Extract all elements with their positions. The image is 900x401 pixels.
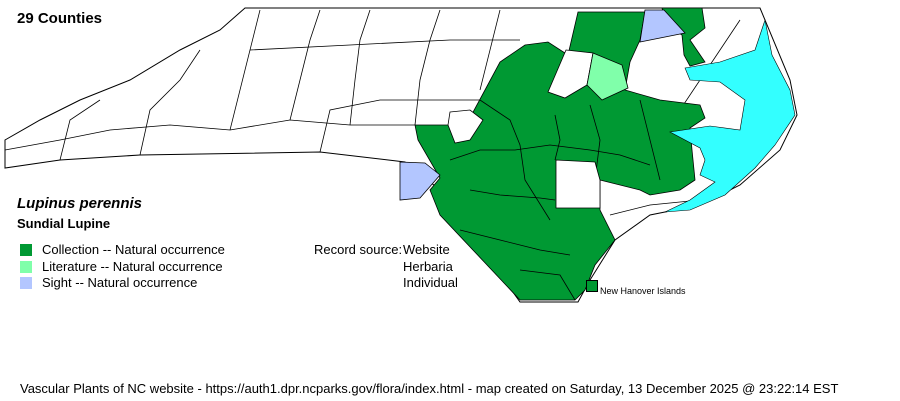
collection-swatch [20,243,32,256]
literature-swatch [20,260,32,273]
sight-county-ne [639,9,686,43]
legend-item-literature: Literature -- Natural occurrence [20,259,223,274]
white-county [547,49,594,99]
sight-county-sw [399,161,441,201]
record-source-label: Record source: [314,242,403,257]
island-label: New Hanover Islands [600,286,686,296]
collection-county-lines [449,99,661,301]
pamlico-sound [664,18,796,213]
scientific-name: Lupinus perennis [17,195,143,212]
white-county [447,109,484,144]
sight-swatch [20,276,32,289]
literature-county [586,52,629,101]
footer-credit: Vascular Plants of NC website - https://… [20,381,839,396]
record-source-herbaria: Herbaria [403,259,453,274]
legend-label: Sight -- Natural occurrence [42,275,198,290]
new-hanover-islands: New Hanover Islands [586,280,686,296]
legend-item-sight: Sight -- Natural occurrence [20,275,197,290]
record-source-individual: Individual [403,275,458,290]
legend-item-collection: Collection -- Natural occurrence [20,242,225,257]
legend-label: Collection -- Natural occurrence [42,242,225,257]
white-county [555,159,601,209]
legend-label: Literature -- Natural occurrence [42,259,223,274]
common-name: Sundial Lupine [17,216,111,231]
county-count: 29 Counties [17,10,103,27]
island-swatch [586,280,598,292]
record-source-website: Website [403,242,450,257]
